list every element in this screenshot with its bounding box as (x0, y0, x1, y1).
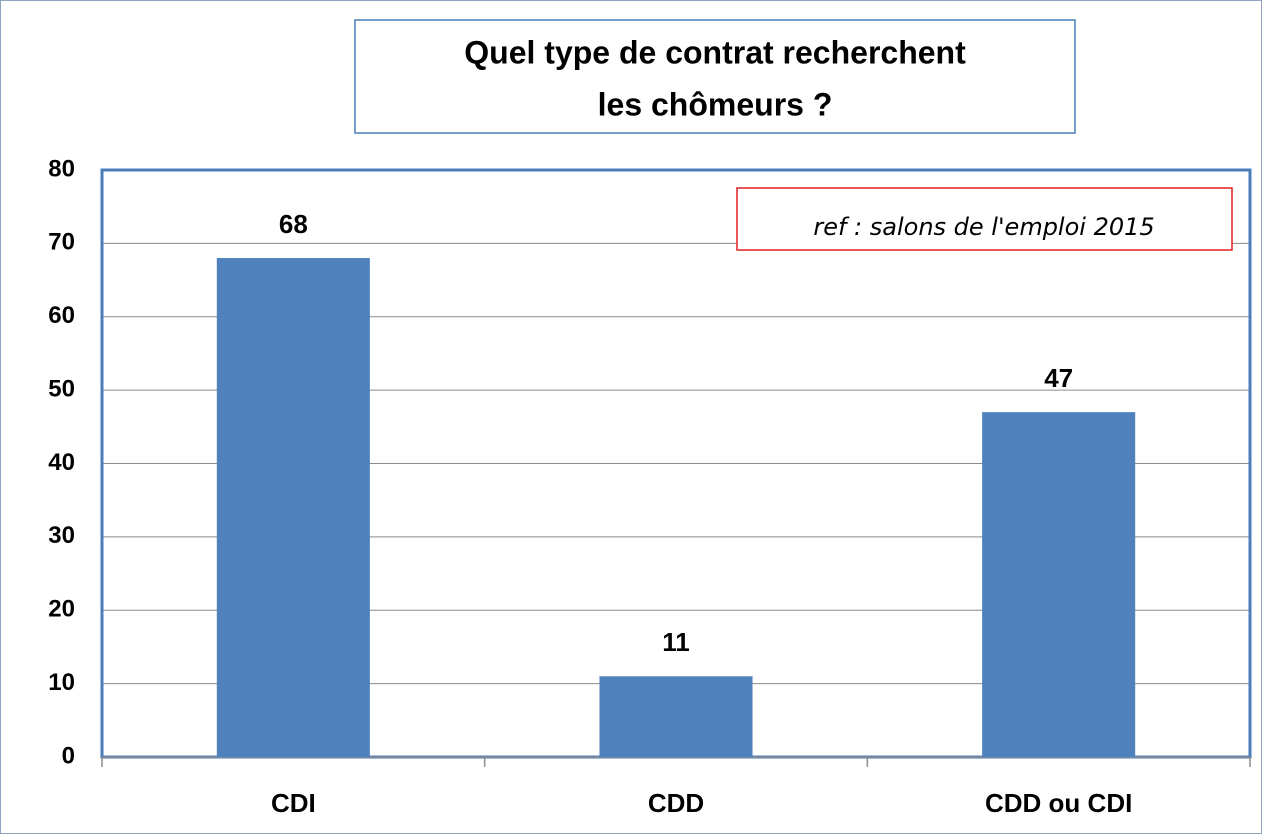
y-tick-label: 80 (48, 155, 75, 182)
y-tick-label: 40 (48, 449, 75, 476)
y-tick-label: 70 (48, 229, 75, 256)
y-tick-label: 30 (48, 522, 75, 549)
bar (216, 258, 370, 757)
y-tick-label: 0 (62, 742, 75, 769)
y-tick-label: 60 (48, 302, 75, 329)
data-label: 68 (279, 209, 308, 239)
bar (982, 412, 1136, 757)
y-tick-label: 50 (48, 375, 75, 402)
title-box (354, 19, 1076, 134)
x-tick-label: CDD ou CDI (985, 788, 1132, 818)
y-tick-label: 20 (48, 596, 75, 623)
chart-title: Quel type de contrat recherchent (464, 34, 966, 70)
bar (599, 676, 753, 757)
y-tick-label: 10 (48, 669, 75, 696)
data-label: 11 (662, 627, 690, 657)
data-label: 47 (1044, 363, 1073, 393)
annotation: ref : salons de l'emploi 2015 (813, 213, 1154, 241)
x-tick-label: CDI (271, 788, 316, 818)
chart-title: les chômeurs ? (598, 86, 833, 122)
x-tick-label: CDD (648, 788, 704, 818)
annotation-box (736, 187, 1233, 251)
